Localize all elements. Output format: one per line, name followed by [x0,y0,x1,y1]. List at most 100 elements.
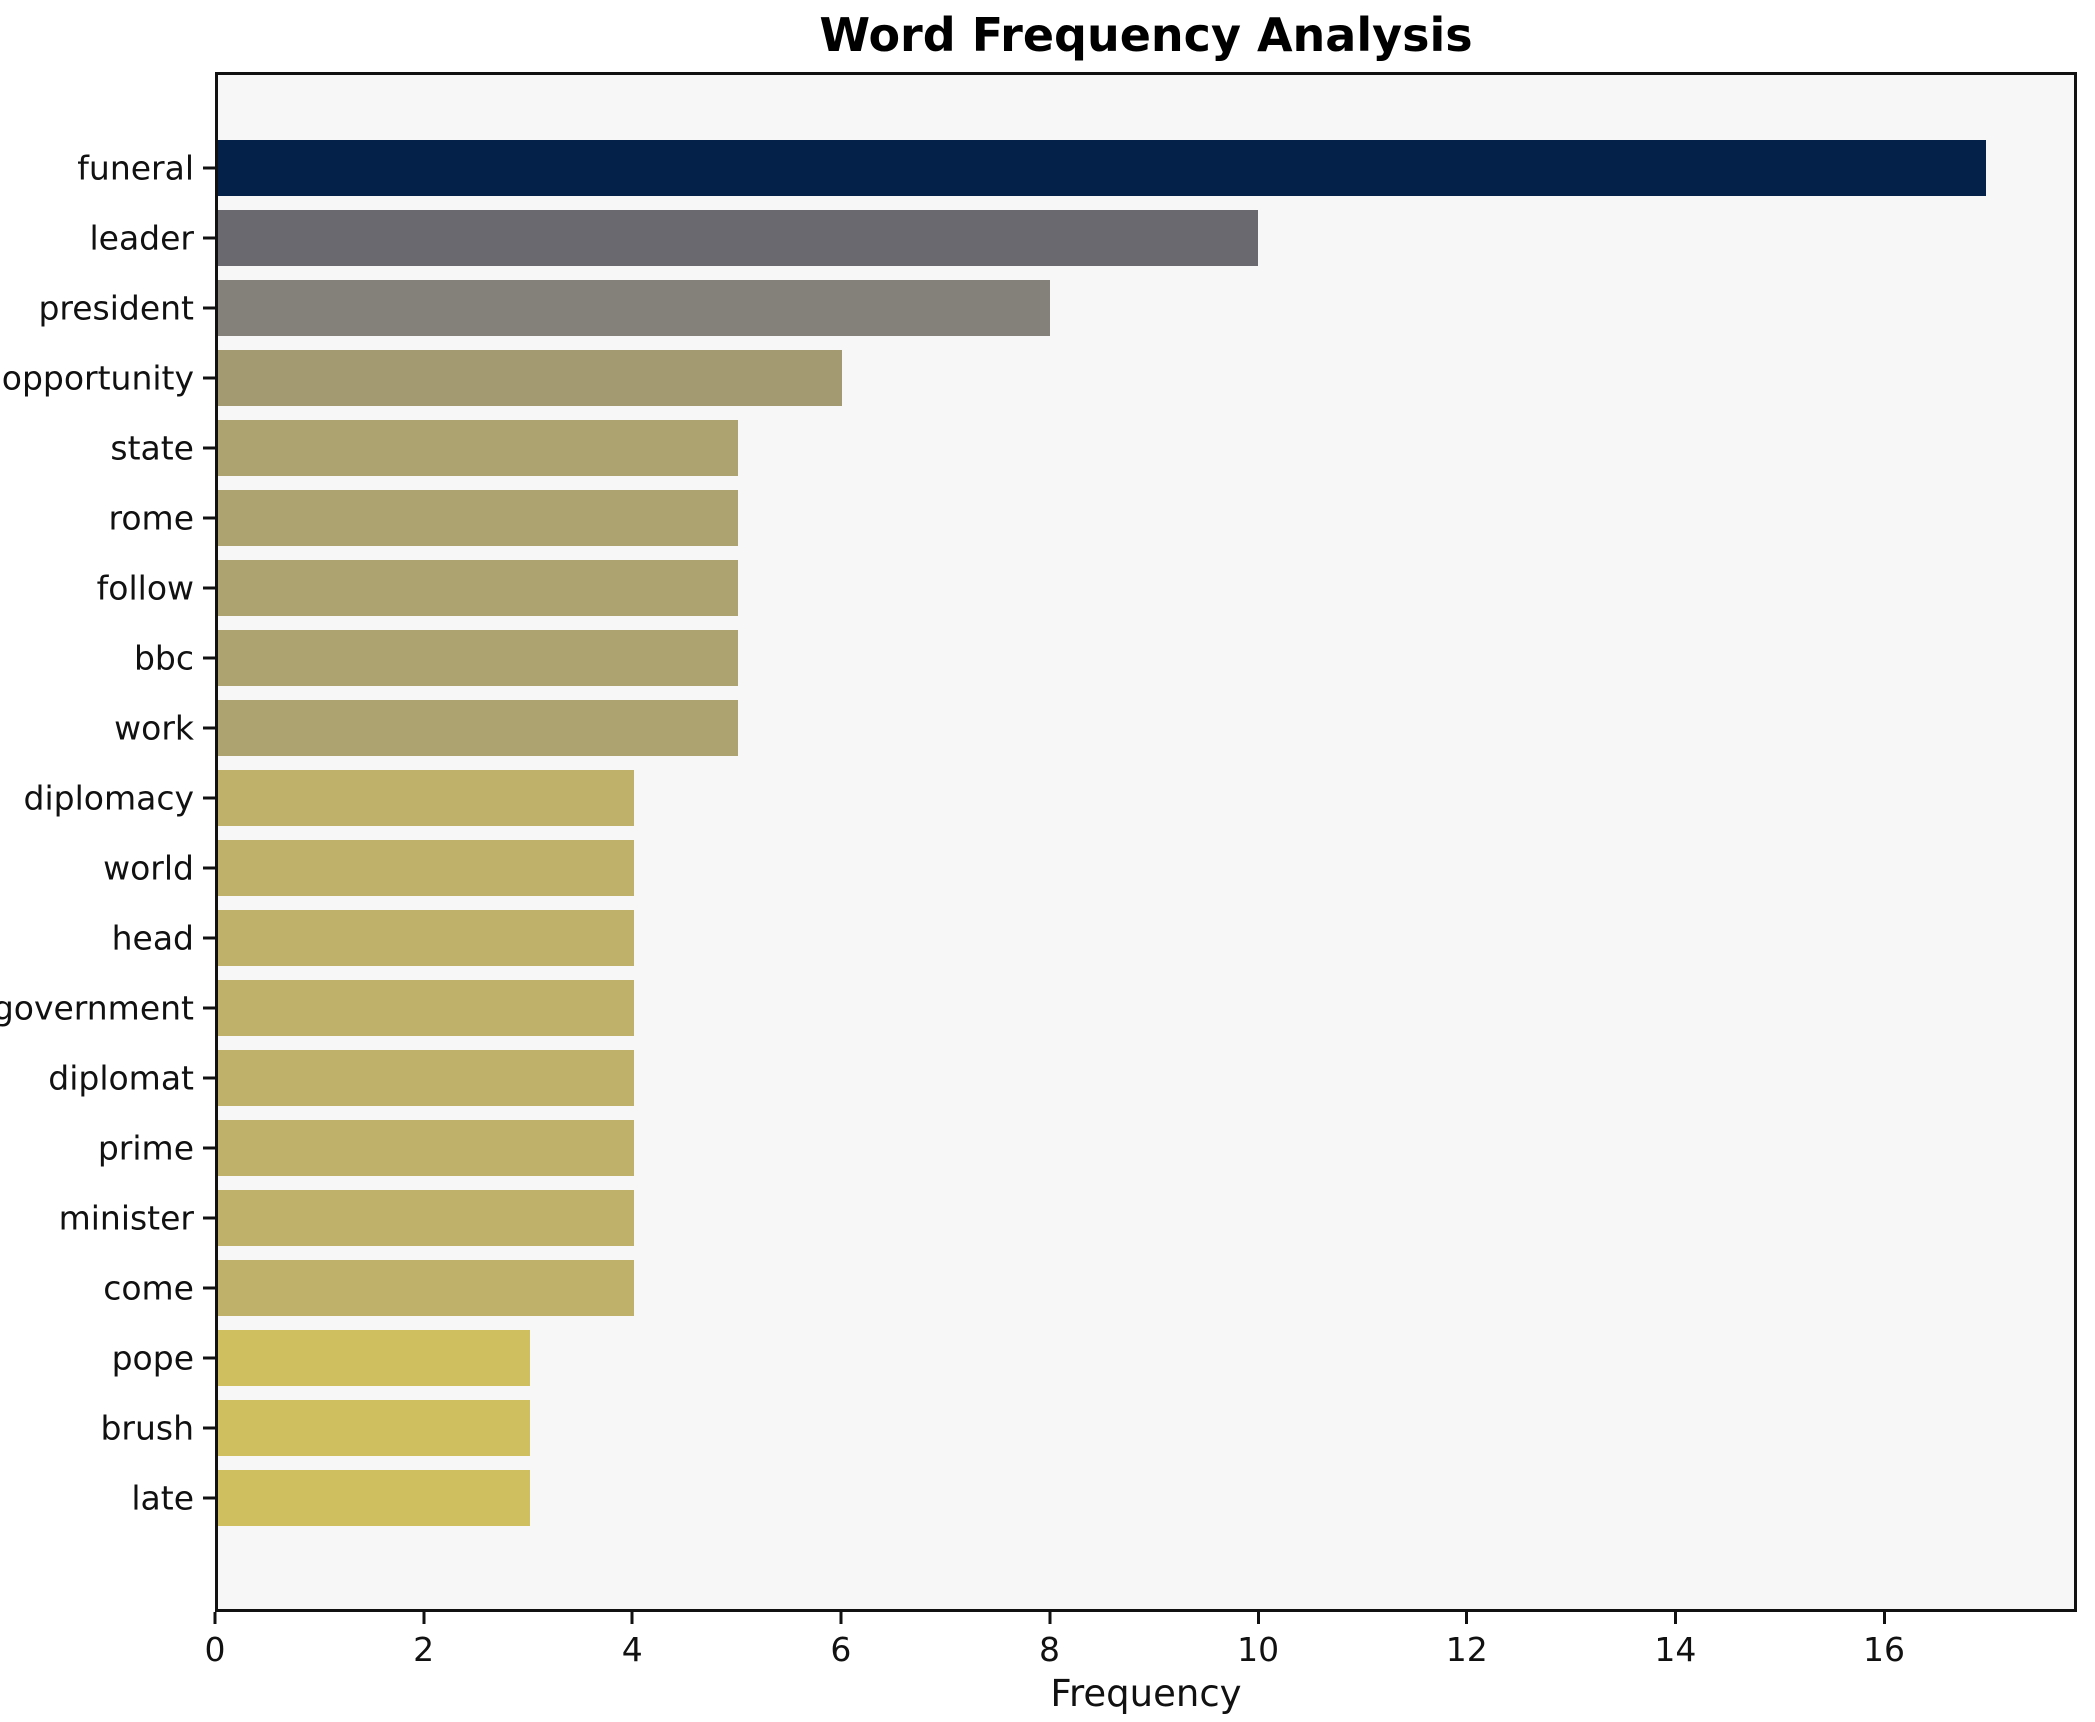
category-label: leader [89,218,194,258]
bar-funeral [218,140,1986,196]
category-label: world [103,848,194,888]
bar-minister [218,1190,634,1246]
x-tick-mark [213,1612,217,1624]
category-label: come [103,1268,194,1308]
category-label: state [110,428,194,468]
x-tick-label: 14 [1654,1630,1697,1669]
category-label: funeral [77,148,194,188]
chart-title: Word Frequency Analysis [819,8,1473,62]
x-tick-label: 4 [621,1630,643,1669]
y-tick-mark [203,166,215,170]
bar-pope [218,1330,530,1386]
y-tick-mark [203,1356,215,1360]
x-tick-mark [422,1612,426,1624]
bar-opportunity [218,350,842,406]
bar-row: president [38,273,2074,343]
x-tick: 2 [413,1612,434,1669]
x-tick-mark [1673,1612,1677,1624]
bar-rome [218,490,738,546]
bar-row: world [103,833,2074,903]
category-label: work [114,708,194,748]
y-tick-mark [203,376,215,380]
y-tick-mark [203,1076,215,1080]
y-tick-mark [203,236,215,240]
y-tick-mark [203,1426,215,1430]
bar-government [218,980,634,1036]
y-tick-mark [203,586,215,590]
bar-world [218,840,634,896]
category-label: late [131,1478,194,1518]
bar-row: leader [89,203,2074,273]
bar-rows-container: funeral leader president opportunity state ro… [0,133,2074,1533]
x-tick-label: 6 [830,1630,852,1669]
bar-row: government [0,973,2074,1043]
category-label: minister [58,1198,194,1238]
bar-row: diplomat [48,1043,2074,1113]
x-axis: 0 2 4 6 8 10 12 14 16 [205,1612,2077,1692]
x-tick-label: 2 [413,1630,435,1669]
bar-row: prime [98,1113,2074,1183]
bar-late [218,1470,530,1526]
bar-bbc [218,630,738,686]
x-tick: 8 [1039,1612,1060,1669]
plot-area: funeral leader president opportunity state ro… [0,72,2077,1612]
y-tick-mark [203,866,215,870]
x-tick-label: 12 [1445,1630,1488,1669]
x-tick: 10 [1237,1612,1279,1669]
y-tick-mark [203,1146,215,1150]
x-tick: 4 [622,1612,643,1669]
category-label: government [0,988,194,1028]
category-label: bbc [133,638,194,678]
bar-row: state [110,413,2074,483]
category-label: brush [100,1408,194,1448]
bar-state [218,420,738,476]
bar-row: minister [59,1183,2074,1253]
bar-row: pope [112,1323,2074,1393]
bar-leader [218,210,1258,266]
bar-brush [218,1400,530,1456]
bar-head [218,910,634,966]
bar-row: head [112,903,2074,973]
category-label: diplomat [48,1058,194,1098]
category-label: pope [111,1338,194,1378]
category-label: rome [108,498,194,538]
bar-row: late [131,1463,2074,1533]
bar-come [218,1260,634,1316]
category-label: prime [97,1128,194,1168]
x-tick: 6 [830,1612,851,1669]
x-tick: 0 [205,1612,226,1669]
y-tick-mark [203,306,215,310]
bar-row: bbc [134,623,2074,693]
bar-row: diplomacy [24,763,2074,833]
x-tick-label: 8 [1039,1630,1060,1669]
y-tick-mark [203,1286,215,1290]
bar-row: opportunity [2,343,2074,413]
bar-president [218,280,1050,336]
bar-row: come [103,1253,2074,1323]
x-axis-label: Frequency [1050,1672,1242,1715]
x-tick: 14 [1654,1612,1696,1669]
bar-follow [218,560,738,616]
y-tick-mark [203,516,215,520]
x-tick-label: 10 [1237,1630,1280,1669]
y-tick-mark [203,1006,215,1010]
category-label: head [111,918,194,958]
bar-row: brush [100,1393,2074,1463]
x-tick-mark [1048,1612,1051,1624]
x-tick-mark [1465,1612,1469,1624]
category-label: follow [96,568,194,608]
x-tick-mark [1256,1612,1260,1624]
x-tick-label: 0 [204,1630,226,1669]
y-tick-mark [203,446,215,450]
category-label: president [38,288,194,328]
y-tick-mark [203,1496,215,1500]
category-label: diplomacy [23,778,194,818]
y-tick-mark [203,936,215,940]
x-tick-label: 16 [1863,1630,1906,1669]
x-tick: 12 [1446,1612,1488,1669]
x-tick: 16 [1863,1612,1905,1669]
bar-diplomat [218,1050,634,1106]
bar-row: funeral [77,133,2074,203]
y-tick-mark [203,1216,215,1220]
